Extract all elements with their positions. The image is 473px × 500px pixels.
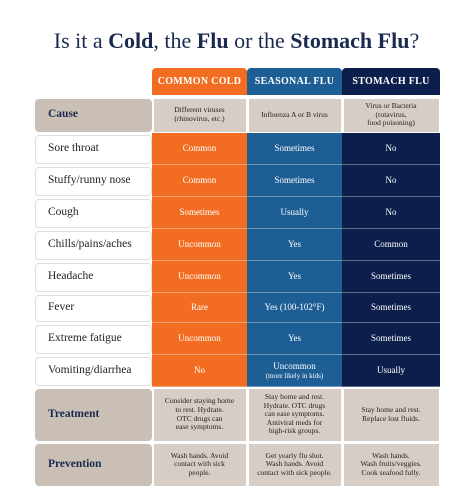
cell: Common: [342, 229, 440, 261]
row-label: Cough: [35, 198, 152, 228]
cell: Yes (100-102°F): [247, 293, 342, 323]
cell: Common: [152, 165, 247, 197]
cell: Stay home and rest. Replace lost fluids.: [343, 388, 439, 441]
column-header: STOMACH FLU: [342, 68, 440, 95]
cell: Uncommon: [152, 323, 247, 355]
cell: No: [342, 133, 440, 165]
cell: Sometimes: [342, 261, 440, 293]
title-part: , the: [153, 28, 197, 53]
row-label: Vomiting/diarrhea: [35, 356, 152, 386]
row-label: Fever: [35, 294, 152, 322]
title-part: Flu: [196, 28, 229, 53]
cell: Sometimes: [247, 133, 342, 165]
cell: Uncommon: [152, 229, 247, 261]
cell: No: [342, 197, 440, 229]
row-label: Prevention: [35, 443, 152, 486]
row-label: Treatment: [35, 388, 152, 441]
cell: Sometimes: [152, 197, 247, 229]
cell: No: [342, 165, 440, 197]
cell: Stay home and rest. Hydrate. OTC drugs c…: [248, 388, 341, 441]
cell: No: [152, 355, 247, 387]
column-header: SEASONAL FLU: [247, 68, 342, 95]
cell: Sometimes: [342, 323, 440, 355]
row-label: Extreme fatigue: [35, 324, 152, 354]
row-label: Chills/pains/aches: [35, 230, 152, 260]
cell: Sometimes: [247, 165, 342, 197]
cell: Rare: [152, 293, 247, 323]
cell: Influenza A or B virus: [248, 98, 341, 132]
cell: Common: [152, 133, 247, 165]
cell: Uncommon: [152, 261, 247, 293]
cell: Yes: [247, 261, 342, 293]
column-header: COMMON COLD: [152, 68, 247, 95]
cell: Consider staying home to rest. Hydrate. …: [153, 388, 246, 441]
row-label: Cause: [35, 98, 152, 132]
title-part: or the: [228, 28, 291, 53]
cell-line: Uncommon: [273, 361, 316, 372]
cell: Virus or Bacteria (rotavirus, food poiso…: [343, 98, 439, 132]
cell: Wash hands. Wash fruits/veggies. Cook se…: [343, 443, 439, 486]
cell-line: (more likely in kids): [265, 371, 324, 380]
cell: Usually: [342, 355, 440, 387]
title: Is it a Cold, the Flu or the Stomach Flu…: [0, 28, 473, 54]
row-label: Sore throat: [35, 134, 152, 164]
title-part: Stomach Flu: [290, 28, 410, 53]
cell: Sometimes: [342, 293, 440, 323]
cell: Get yearly flu shot. Wash hands. Avoid c…: [248, 443, 341, 486]
cell: Yes: [247, 323, 342, 355]
row-label: Headache: [35, 262, 152, 292]
cell: Usually: [247, 197, 342, 229]
title-part: ?: [409, 28, 420, 53]
cell: Uncommon (more likely in kids): [247, 355, 342, 387]
cell: Different viruses (rhinovirus, etc.): [153, 98, 246, 132]
cell: Yes: [247, 229, 342, 261]
title-part: Is it a: [53, 28, 109, 53]
row-label: Stuffy/runny nose: [35, 166, 152, 196]
title-part: Cold: [108, 28, 154, 53]
cell: Wash hands. Avoid contact with sick peop…: [153, 443, 246, 486]
